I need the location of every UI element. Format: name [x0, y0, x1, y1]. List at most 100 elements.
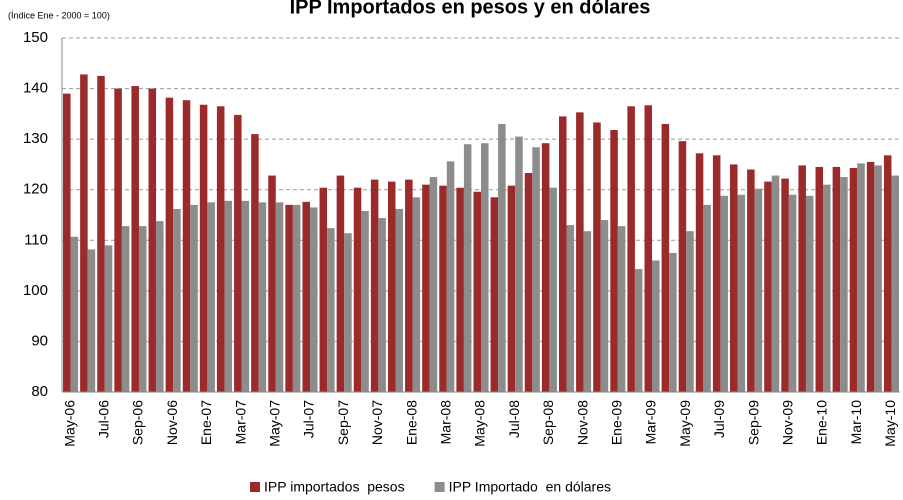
bar: [891, 175, 899, 392]
bar: [165, 97, 174, 392]
bar: [737, 194, 746, 392]
bar: [730, 164, 738, 392]
bar: [541, 143, 550, 392]
x-tick-label: Sep-06: [130, 400, 146, 445]
x-tick-label: May-09: [677, 400, 693, 447]
bar: [781, 178, 789, 392]
bar: [634, 269, 643, 392]
bar: [446, 161, 455, 392]
bar: [353, 187, 362, 392]
x-tick-label: Ene-09: [609, 400, 625, 445]
bar: [309, 207, 318, 392]
bar: [524, 173, 533, 392]
bar: [754, 188, 763, 392]
bar: [378, 218, 386, 392]
bar: [439, 185, 447, 392]
bar: [652, 260, 660, 392]
bar: [387, 181, 396, 392]
bar: [456, 187, 464, 392]
bar: [712, 155, 721, 392]
bar: [182, 100, 191, 393]
bar: [610, 130, 618, 393]
bar: [481, 143, 489, 392]
bar: [138, 226, 147, 392]
bar: [131, 86, 139, 393]
legend-swatch: [434, 482, 445, 492]
legend-swatch: [250, 482, 260, 492]
bar: [661, 123, 670, 392]
bar: [234, 114, 242, 393]
bar: [258, 202, 267, 392]
x-tick-label: May-10: [882, 400, 898, 447]
bar: [490, 197, 499, 392]
bar: [788, 194, 797, 392]
bar: [798, 165, 806, 392]
bar: [292, 204, 301, 392]
bar: [771, 175, 780, 392]
bar: [840, 177, 848, 392]
x-tick-label: Jul-07: [301, 400, 317, 438]
x-tick-label: Ene-08: [403, 400, 419, 445]
bar: [251, 134, 259, 393]
bar: [576, 112, 584, 392]
legend-label: IPP importados pesos: [264, 479, 405, 495]
bar: [241, 200, 250, 392]
x-tick-label: Nov-07: [369, 400, 385, 445]
bar: [627, 106, 635, 393]
x-tick-label: May-06: [61, 400, 77, 447]
bar: [549, 187, 557, 392]
bar: [583, 231, 592, 392]
bar: [199, 104, 208, 393]
bar: [97, 75, 105, 392]
bar: [104, 245, 113, 392]
x-tick-label: Ene-10: [814, 400, 830, 445]
y-tick-label: 100: [23, 282, 48, 299]
bar: [832, 166, 841, 392]
bar: [515, 136, 523, 392]
bar: [866, 161, 875, 392]
bar: [422, 184, 430, 392]
bar: [344, 233, 352, 392]
bar: [498, 123, 506, 392]
bar: [644, 105, 653, 392]
bar: [600, 220, 609, 392]
legend-label: IPP Importado en dólares: [449, 479, 611, 495]
x-tick-label: Mar-07: [232, 400, 248, 445]
y-tick-label: 130: [23, 130, 48, 147]
x-tick-label: Jul-08: [506, 400, 522, 438]
chart-subtitle: (Índice Ene - 2000 = 100): [8, 10, 110, 20]
bar: [173, 208, 181, 392]
bar: [805, 195, 814, 392]
x-tick-label: Sep-07: [335, 400, 351, 445]
bar: [121, 226, 130, 392]
bar: [361, 210, 369, 392]
bar: [429, 177, 438, 392]
x-tick-label: Ene-07: [198, 400, 214, 445]
bar: [695, 153, 704, 392]
y-tick-label: 80: [31, 383, 48, 400]
bar: [412, 197, 421, 392]
chart-title: IPP Importados en pesos y en dólares: [290, 0, 651, 18]
bar: [302, 201, 310, 392]
bar: [327, 228, 335, 392]
bar: [764, 181, 772, 392]
bar: [617, 226, 626, 392]
bar: [720, 195, 728, 392]
bar: [703, 204, 711, 392]
bar: [883, 155, 892, 392]
y-tick-label: 120: [23, 181, 48, 198]
x-tick-label: Mar-10: [848, 400, 864, 445]
y-tick-label: 110: [24, 231, 48, 248]
bar: [275, 202, 284, 392]
bar: [463, 144, 472, 392]
bar: [156, 221, 164, 392]
bar: [857, 163, 865, 392]
bar: [566, 225, 575, 392]
x-tick-label: Mar-09: [643, 400, 659, 445]
x-tick-label: Sep-08: [540, 400, 556, 445]
bar: [405, 179, 413, 392]
bar: [558, 116, 567, 392]
bar: [87, 249, 96, 392]
bar: [80, 74, 88, 392]
bar: [669, 252, 677, 392]
